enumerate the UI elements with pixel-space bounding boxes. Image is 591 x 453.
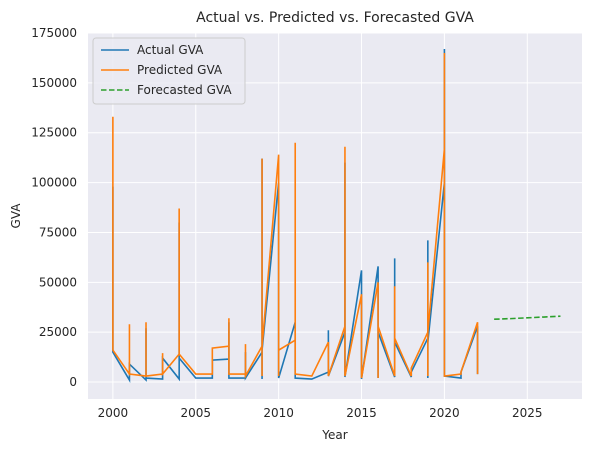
series-line-forecasted-gva xyxy=(494,315,561,321)
legend: Actual GVA Predicted GVA Forecasted GVA xyxy=(92,37,246,105)
y-tick-label: 0 xyxy=(69,375,77,389)
x-tick-label: 2010 xyxy=(263,406,294,420)
y-tick-label: 50000 xyxy=(39,275,77,289)
y-tick-label: 75000 xyxy=(39,225,77,239)
legend-label: Actual GVA xyxy=(137,43,204,57)
y-tick-label: 150000 xyxy=(31,76,77,90)
y-axis-label: GVA xyxy=(9,203,23,229)
legend-box xyxy=(92,37,246,105)
y-tick-label: 175000 xyxy=(31,26,77,40)
chart-title: Actual vs. Predicted vs. Forecasted GVA xyxy=(196,10,474,26)
x-tick-label: 2020 xyxy=(429,406,460,420)
series-line-predicted-gva xyxy=(112,52,479,380)
y-tick-label: 125000 xyxy=(31,126,77,140)
legend-label: Predicted GVA xyxy=(137,63,223,77)
y-tick-label: 100000 xyxy=(31,176,77,190)
x-tick-label: 2025 xyxy=(512,406,543,420)
x-axis-label: Year xyxy=(321,428,347,442)
legend-label: Forecasted GVA xyxy=(137,83,232,97)
x-tick-label: 2005 xyxy=(180,406,211,420)
x-axis-ticks: 2000 2005 2010 2015 2020 2025 xyxy=(98,406,543,420)
y-axis-ticks: 0 25000 50000 75000 100000 125000 150000 175000 xyxy=(31,26,77,389)
y-tick-label: 25000 xyxy=(39,325,77,339)
x-tick-label: 2000 xyxy=(98,406,129,420)
x-tick-label: 2015 xyxy=(346,406,377,420)
series-layer xyxy=(112,48,561,383)
